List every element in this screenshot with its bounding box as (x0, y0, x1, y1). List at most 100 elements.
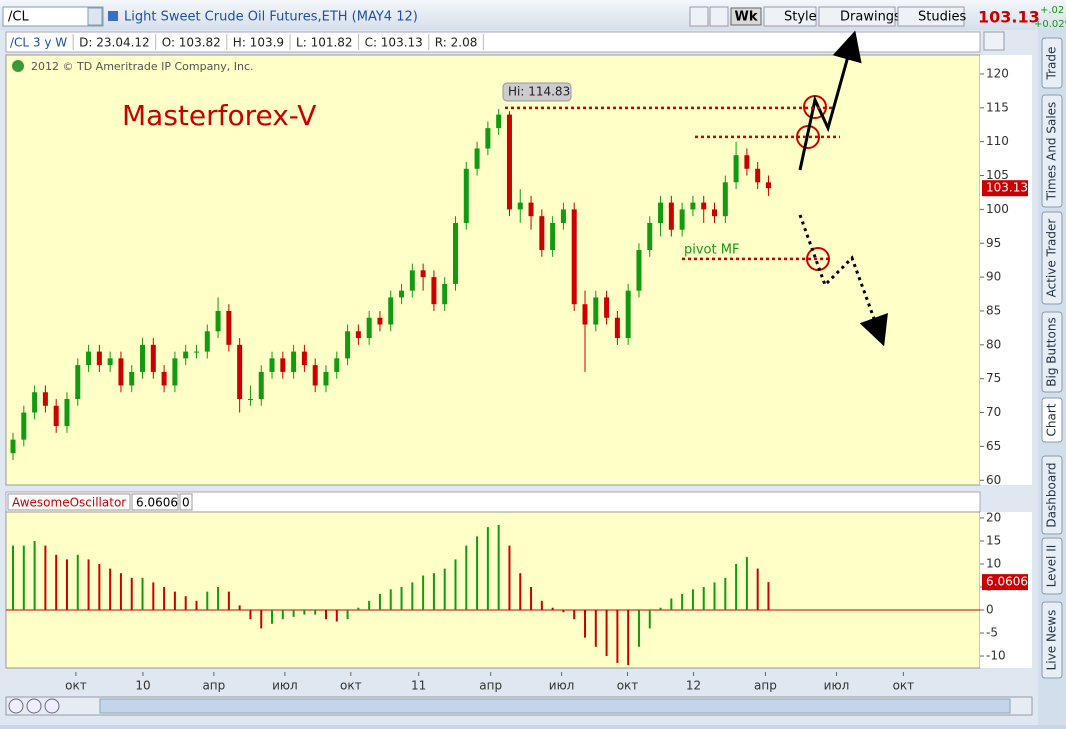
y-tick-label: 60 (986, 473, 1001, 487)
y-tick-label: 115 (986, 100, 1009, 114)
candle-body (755, 168, 761, 183)
side-tab-label[interactable]: Level II (1045, 545, 1059, 588)
copyright: 2012 © TD Ameritrade IP Company, Inc. (31, 60, 254, 73)
osc-name-box (7, 493, 131, 511)
candle-body (86, 351, 92, 366)
side-tab-label[interactable]: Times And Sales (1045, 102, 1059, 202)
osc-value-box (131, 493, 179, 511)
wk-label[interactable]: Wk (735, 10, 758, 25)
info-group: /CL 3 y W D: 23.04.12 O: 103.82 H: 103.9 L: … (10, 34, 484, 50)
candle-body (571, 209, 577, 305)
candle-body (226, 310, 232, 345)
candle-body (496, 114, 502, 129)
candle-body (193, 351, 199, 353)
side-tab[interactable] (1041, 601, 1063, 679)
y-tick-label: 95 (986, 236, 1001, 250)
side-tab-label[interactable]: Live News (1045, 610, 1059, 671)
candle-body (679, 209, 685, 230)
candle-body (53, 405, 59, 427)
candle-body (722, 182, 728, 217)
candle-body (291, 351, 297, 372)
candle-body (323, 371, 329, 386)
candle-body (10, 439, 16, 454)
x-tick-label: 10 (135, 679, 150, 693)
side-tab[interactable] (1041, 397, 1063, 443)
icon (108, 11, 118, 21)
x-tick-label: 12 (686, 679, 701, 693)
candle-body (237, 344, 243, 399)
candle-body (625, 290, 631, 339)
zoom-out[interactable] (8, 698, 24, 714)
y-tick-label: 20 (986, 510, 1001, 524)
zoom-reset[interactable] (44, 698, 60, 714)
x-tick-label: апр (479, 679, 502, 693)
hi-label: Hi: 114.83 (508, 85, 570, 99)
tool-button[interactable] (689, 6, 709, 27)
style-button[interactable] (763, 6, 817, 27)
side-tab-label[interactable]: Active Trader (1045, 219, 1059, 298)
side-tab-label[interactable]: Trade (1045, 47, 1059, 81)
candle-body (528, 202, 534, 217)
side-tab[interactable] (1041, 537, 1063, 595)
x-tick-label: июл (272, 679, 298, 693)
y-tick-label: 110 (986, 134, 1009, 148)
drawings-button[interactable] (818, 6, 896, 27)
candle-body (129, 371, 135, 386)
candle-body (204, 331, 210, 352)
style-label[interactable]: Style (784, 10, 817, 25)
y-tick-label: -10 (986, 649, 1006, 663)
side-tab[interactable] (1041, 455, 1063, 535)
last-price: 103.13 (978, 8, 1040, 27)
info-icon (12, 60, 24, 72)
change-pct: +0.02% (1034, 19, 1066, 30)
scroll-thumb[interactable] (99, 698, 1011, 714)
osc-name: AwesomeOscillator (12, 496, 126, 510)
side-tab-label[interactable]: Chart (1045, 403, 1059, 436)
wk-button[interactable] (730, 7, 762, 26)
candle-body (668, 202, 674, 230)
tool-button[interactable] (709, 6, 729, 27)
candle-body (172, 358, 178, 386)
y-tick-label: 80 (986, 337, 1001, 351)
dropdown[interactable] (87, 7, 103, 26)
drawings-label[interactable]: Drawings (840, 10, 901, 25)
symbol-box[interactable] (2, 6, 104, 27)
candle-body (355, 331, 361, 339)
candle-body (636, 250, 642, 291)
side-tab[interactable] (1041, 211, 1063, 305)
info-item: R: 2.08 (435, 36, 478, 50)
side-tab[interactable] (1041, 37, 1063, 89)
candle-body (399, 290, 405, 298)
info-item: L: 101.82 (296, 36, 353, 50)
candle-body (442, 283, 448, 305)
price-tag-label: 103.13 (986, 181, 1028, 195)
value-tag (982, 574, 1028, 591)
y-tick-label: 90 (986, 270, 1001, 284)
symbol[interactable]: /CL (8, 10, 29, 25)
candle-body (377, 317, 383, 325)
info-item: H: 103.9 (233, 36, 284, 50)
candle-body (140, 344, 146, 372)
side-tab-label[interactable]: Big Buttons (1045, 317, 1059, 386)
side-tab-label[interactable]: Dashboard (1045, 462, 1059, 527)
zoom-in[interactable] (26, 698, 42, 714)
y-tick-label: 75 (986, 371, 1001, 385)
candle-body (32, 392, 38, 413)
candle-body (334, 358, 340, 372)
osc-panel (5, 511, 981, 669)
x-tick-label: апр (754, 679, 777, 693)
candle-body (431, 277, 437, 305)
studies-label[interactable]: Studies (918, 10, 966, 25)
candle-body (388, 297, 394, 325)
side-tab[interactable] (1041, 311, 1063, 393)
value-tag-label: 6.0606 (986, 575, 1028, 589)
side-tab[interactable] (1041, 94, 1063, 208)
studies-button[interactable] (897, 6, 965, 27)
candle-body (280, 358, 286, 372)
y-tick-label: 105 (986, 168, 1009, 182)
chart-title: Masterforex-V (122, 99, 316, 132)
expand-button[interactable] (983, 31, 1005, 51)
candle-body (301, 351, 307, 366)
